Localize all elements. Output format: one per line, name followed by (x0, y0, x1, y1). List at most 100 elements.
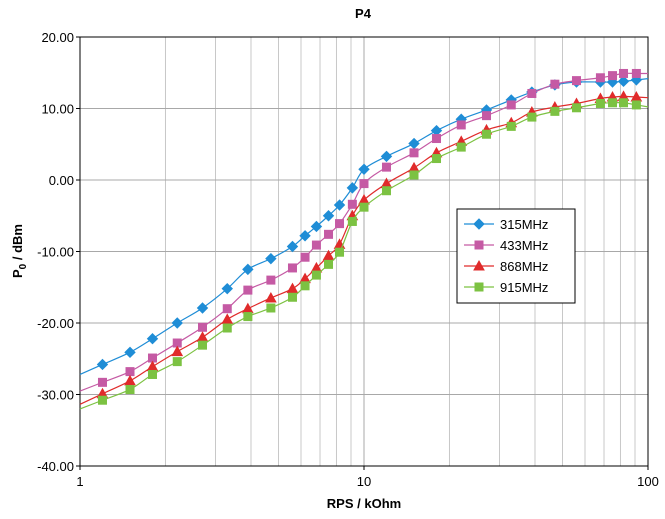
data-point-315MHz (358, 163, 370, 175)
data-point-433MHz (456, 120, 466, 130)
data-point-433MHz (198, 322, 208, 332)
legend-marker-868MHz (473, 259, 485, 271)
y-axis-label-subscript: 0 (18, 263, 29, 269)
x-tick-label: 10 (357, 474, 371, 489)
legend-label-315MHz: 315MHz (500, 217, 548, 232)
data-point-433MHz (335, 219, 345, 229)
data-point-315MHz (380, 150, 393, 163)
data-point-868MHz (146, 360, 159, 372)
data-point-915MHz (571, 103, 581, 113)
y-axis-label-main: P (10, 269, 25, 278)
data-point-433MHz (595, 73, 605, 83)
data-point-433MHz (97, 377, 107, 387)
legend-label-915MHz: 915MHz (500, 280, 548, 295)
legend-marker-433MHz (474, 240, 484, 250)
legend-label-868MHz: 868MHz (500, 259, 548, 274)
data-point-915MHz (381, 186, 391, 196)
legend-label-433MHz: 433MHz (500, 238, 548, 253)
series-433MHz (79, 68, 648, 392)
data-point-915MHz (619, 98, 629, 108)
data-point-433MHz (125, 367, 135, 377)
data-point-915MHz (300, 281, 310, 291)
legend-marker-915MHz (474, 282, 484, 292)
data-point-433MHz (222, 304, 232, 314)
data-point-915MHz (631, 100, 641, 110)
data-point-868MHz (221, 313, 234, 324)
legend-marker-315MHz (473, 218, 485, 230)
x-tick-label: 100 (637, 474, 659, 489)
data-point-915MHz (335, 247, 345, 257)
data-point-315MHz (171, 317, 183, 329)
data-point-868MHz (171, 345, 184, 357)
data-point-915MHz (97, 395, 107, 405)
data-point-315MHz (408, 137, 420, 150)
series-layer (79, 68, 649, 410)
data-point-433MHz (608, 71, 618, 81)
data-point-868MHz (124, 374, 136, 386)
data-point-315MHz (265, 252, 277, 265)
data-point-433MHz (571, 76, 581, 86)
y-axis-label-unit: / dBm (10, 224, 25, 264)
data-point-433MHz (619, 68, 629, 78)
x-axis-label: RPS / kOhm (327, 496, 401, 511)
data-point-433MHz (527, 88, 537, 98)
data-point-915MHz (527, 112, 537, 122)
data-point-915MHz (125, 384, 135, 394)
data-point-315MHz (146, 333, 159, 345)
data-point-915MHz (287, 292, 297, 302)
y-tick-label: 0.00 (49, 173, 74, 188)
data-point-433MHz (287, 263, 297, 273)
data-point-315MHz (286, 240, 299, 253)
y-tick-label: -30.00 (37, 388, 74, 403)
data-point-915MHz (595, 98, 605, 108)
data-point-433MHz (324, 229, 334, 239)
data-point-433MHz (482, 111, 492, 121)
y-tick-label: -40.00 (37, 459, 74, 474)
data-point-433MHz (359, 179, 369, 189)
y-tick-label: 20.00 (41, 30, 74, 45)
data-point-315MHz (346, 182, 359, 194)
data-point-433MHz (266, 275, 276, 285)
data-point-868MHz (196, 331, 209, 342)
data-point-315MHz (196, 302, 209, 314)
data-point-915MHz (311, 270, 321, 280)
x-tick-label: 1 (76, 474, 83, 489)
data-point-433MHz (431, 134, 441, 144)
y-tick-label: -20.00 (37, 316, 74, 331)
data-point-433MHz (300, 252, 310, 262)
data-point-915MHz (198, 340, 208, 350)
data-point-915MHz (222, 323, 232, 333)
legend: 315MHz 433MHz 868MHz 915MHz (456, 208, 576, 304)
data-point-915MHz (147, 369, 157, 379)
data-point-915MHz (266, 303, 276, 313)
data-point-915MHz (347, 216, 357, 226)
y-axis-label: P0 / dBm (10, 224, 29, 278)
y-tick-label: -10.00 (37, 245, 74, 260)
data-point-433MHz (409, 148, 419, 158)
data-point-315MHz (299, 230, 311, 242)
data-point-915MHz (506, 121, 516, 131)
data-point-915MHz (243, 312, 253, 322)
data-point-315MHz (221, 282, 233, 295)
chart-title: P4 (355, 6, 372, 21)
data-point-915MHz (456, 142, 466, 152)
data-point-915MHz (482, 129, 492, 139)
y-tick-label: 10.00 (41, 102, 74, 117)
data-point-315MHz (333, 199, 346, 211)
y-axis-ticks: 20.00 10.00 0.00 -10.00 -20.00 -30.00 -40.00 (37, 30, 80, 474)
data-point-915MHz (550, 106, 560, 116)
data-point-433MHz (243, 285, 253, 295)
data-point-915MHz (409, 170, 419, 180)
data-point-915MHz (324, 259, 334, 269)
data-point-315MHz (242, 263, 254, 276)
data-point-868MHz (265, 291, 277, 303)
data-point-868MHz (286, 282, 299, 294)
data-point-315MHz (124, 346, 136, 359)
data-point-433MHz (550, 79, 560, 89)
data-point-315MHz (310, 220, 323, 233)
data-point-915MHz (431, 154, 441, 164)
data-point-915MHz (359, 202, 369, 212)
data-point-868MHz (322, 249, 335, 261)
series-915MHz (79, 98, 649, 410)
